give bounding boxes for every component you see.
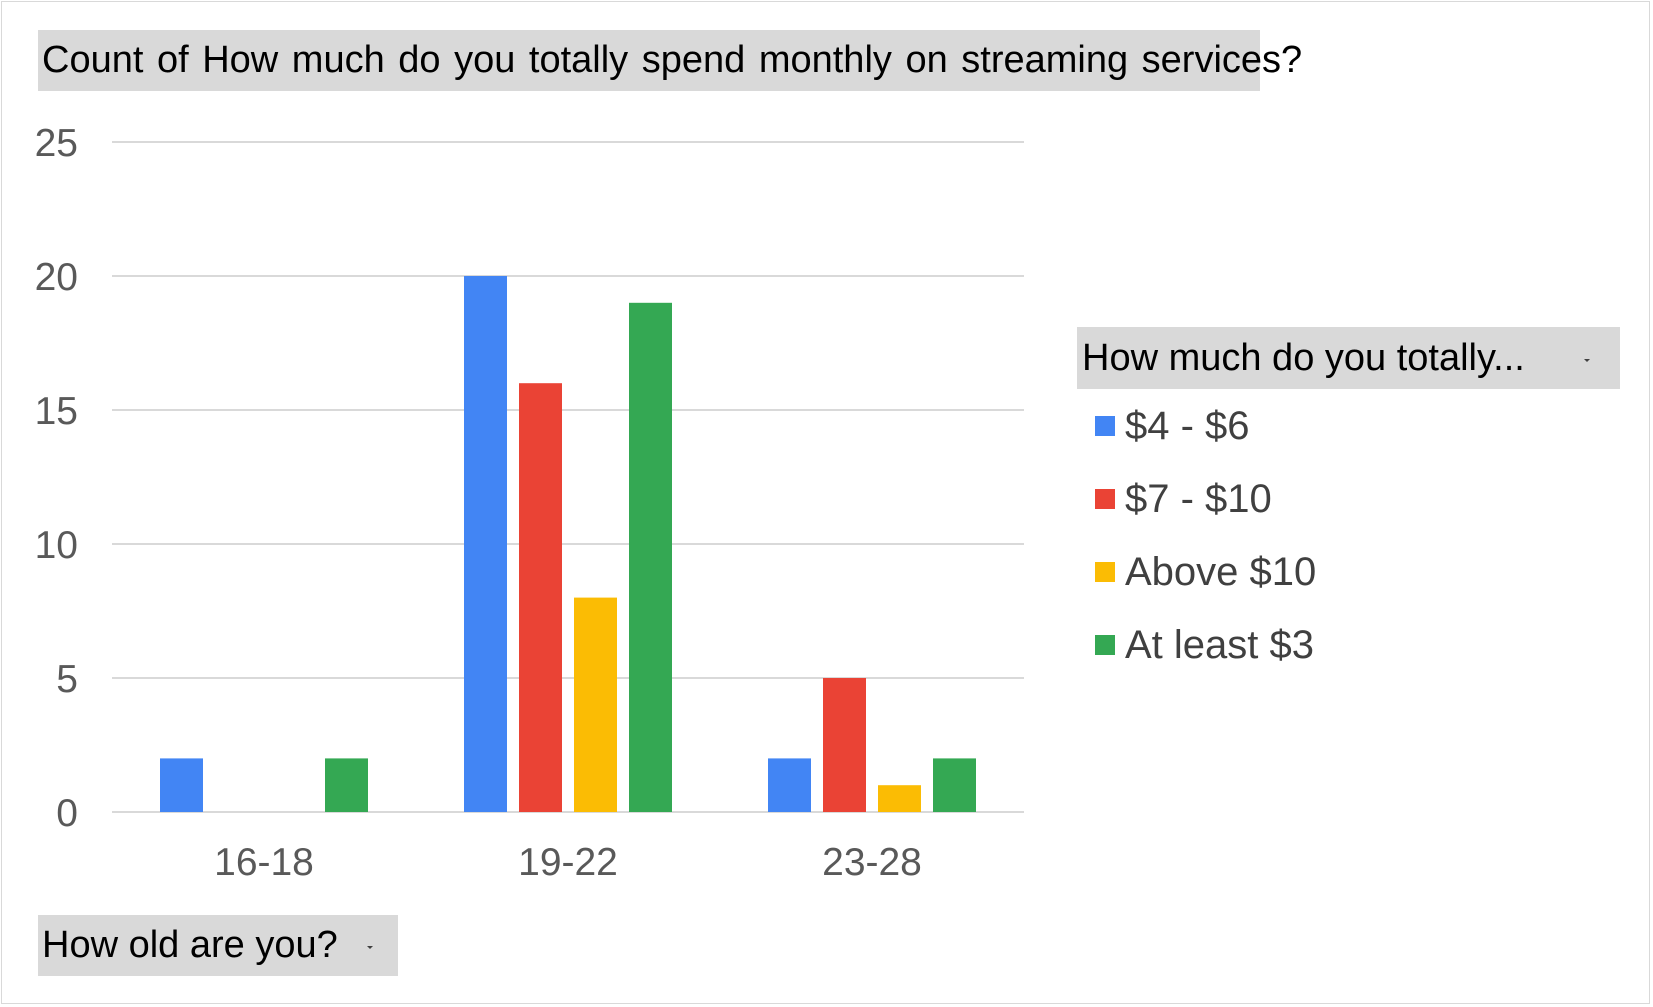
bar [629,302,672,812]
axis-field-label: How old are you? [42,924,338,966]
x-axis-ticks: 16-18 19-22 23-28 [214,841,922,884]
y-tick-label: 20 [35,256,78,299]
gridlines [112,141,1024,813]
y-axis-ticks: 0 5 10 15 20 25 [35,122,78,835]
bar [325,758,368,812]
legend-label: At least $3 [1125,622,1315,667]
legend-field-button[interactable]: How much do you totally... [1077,327,1620,389]
y-tick-label: 25 [35,122,78,165]
legend-swatch [1095,416,1115,436]
legend-item: $7 - $10 [1095,477,1272,521]
bar [519,383,562,812]
axis-field-button[interactable]: How old are you? [38,915,398,976]
chart-title-field-button[interactable]: Count of How much do you totally spend m… [38,30,1302,91]
x-tick-label: 16-18 [214,841,314,884]
bar [768,758,811,812]
bar [823,678,866,812]
legend-item: $4 - $6 [1095,404,1250,448]
legend-field-label: How much do you totally... [1082,336,1525,379]
x-tick-label: 19-22 [518,841,618,884]
legend-swatch [1095,635,1115,655]
legend-swatch [1095,562,1115,582]
legend-label: $7 - $10 [1125,476,1272,521]
legend-item: Above $10 [1095,550,1316,594]
dropdown-arrow-icon [1584,359,1590,362]
bars [160,276,976,812]
legend-label: Above $10 [1125,549,1317,594]
y-tick-label: 10 [35,524,78,567]
y-tick-label: 0 [56,792,78,835]
dropdown-arrow-icon [367,946,373,949]
x-tick-label: 23-28 [822,841,922,884]
legend-swatch [1095,489,1115,509]
bar [464,276,507,812]
legend-item: At least $3 [1095,623,1314,667]
legend-label: $4 - $6 [1125,403,1250,448]
bar [878,785,921,812]
bar [574,597,617,812]
y-tick-label: 15 [35,390,78,433]
y-tick-label: 5 [56,658,78,701]
bar [933,758,976,812]
chart-title: Count of How much do you totally spend m… [42,39,1303,81]
bar [160,758,203,812]
